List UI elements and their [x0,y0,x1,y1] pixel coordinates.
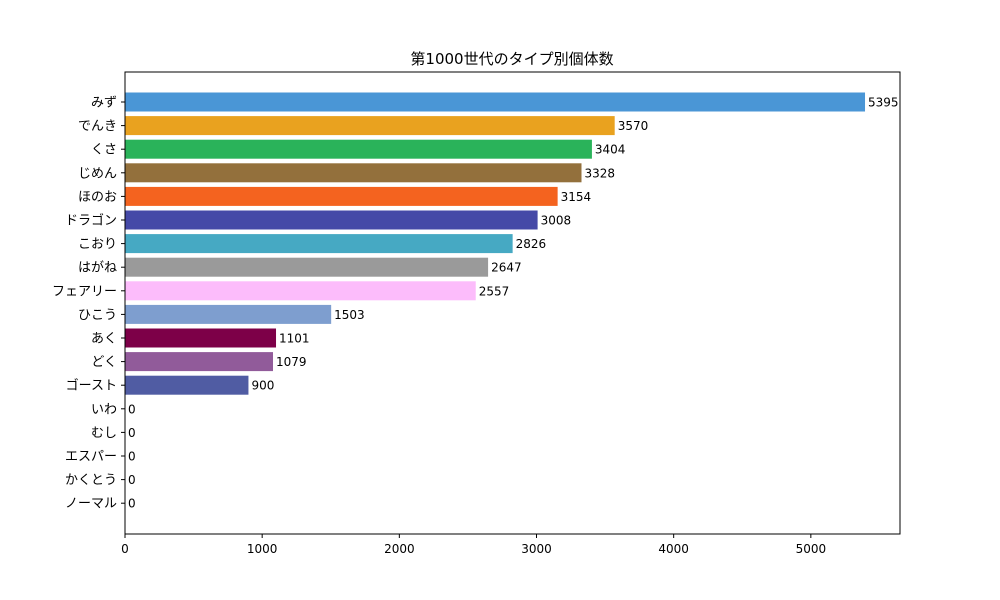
category-label: みず [91,96,117,111]
category-label: フェアリー [52,284,117,299]
bar [125,210,538,230]
category-label: いわ [91,402,117,417]
category-label: あく [91,332,117,347]
bar [125,281,476,301]
bar [125,92,866,112]
chart-title: 第1000世代のタイプ別個体数 [410,50,613,68]
category-label: ノーマル [65,497,117,512]
plot-area: みず 5395 でんき 3570 くさ 3404 じめん 3328 ほのお 3154 ドラゴン 300… [52,71,901,556]
value-label: 3404 [595,143,626,157]
bar [125,304,332,324]
bar [125,139,592,159]
value-label: 1079 [276,355,307,369]
x-tick-label: 4000 [658,542,689,556]
value-label: 900 [251,379,274,393]
bar [125,234,513,254]
category-label: どく [91,355,117,370]
value-label: 2647 [491,261,522,275]
bar [125,163,582,183]
x-tick-label: 5000 [796,542,827,556]
value-label: 3008 [541,214,572,228]
value-label: 0 [128,402,136,416]
category-label: むし [91,426,117,441]
category-label: ほのお [78,190,117,205]
x-tick-label: 2000 [384,542,415,556]
x-tick-label: 1000 [247,542,278,556]
value-label: 3154 [561,190,592,204]
category-label: ひこう [78,308,117,323]
category-label: こおり [78,237,117,252]
value-label: 0 [128,450,136,464]
bar [125,257,489,277]
value-label: 0 [128,497,136,511]
value-label: 1101 [279,332,310,346]
value-label: 3328 [584,166,615,180]
category-label: でんき [78,119,117,134]
x-tick-label: 3000 [521,542,552,556]
value-label: 0 [128,473,136,487]
value-label: 1503 [334,308,365,322]
value-label: 2557 [479,284,510,298]
x-tick-label: 0 [121,542,129,556]
category-label: エスパー [65,450,117,465]
category-label: ドラゴン [65,213,117,229]
category-label: かくとう [65,473,117,488]
bar [125,116,615,136]
category-label: ゴースト [66,378,117,394]
category-label: くさ [91,143,117,158]
value-label: 3570 [618,119,649,133]
value-label: 2826 [516,237,547,251]
bar [125,352,274,372]
bar [125,375,249,395]
axes-frame [124,71,901,535]
category-label: はがね [78,261,117,276]
bar [125,186,558,206]
value-label: 0 [128,426,136,440]
value-label: 5395 [868,96,899,110]
bar [125,328,277,348]
category-label: じめん [78,166,117,181]
